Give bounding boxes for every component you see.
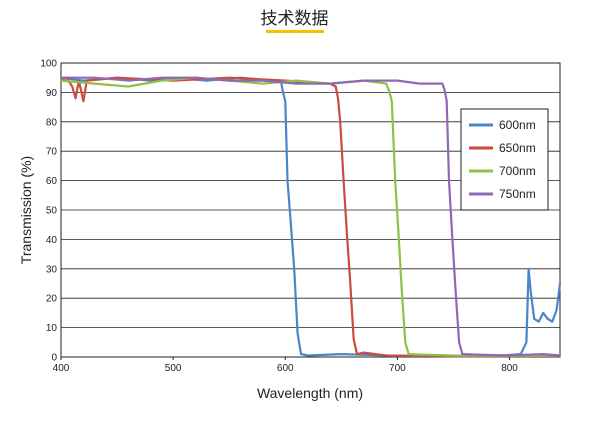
legend-label-700nm: 700nm: [499, 164, 536, 178]
y-tick-label: 30: [46, 264, 58, 275]
legend-label-750nm: 750nm: [499, 187, 536, 201]
series-line-750nm: [61, 76, 561, 357]
legend-label-600nm: 600nm: [499, 118, 536, 132]
y-axis-label: Transmission (%): [18, 156, 34, 264]
y-tick-label: 50: [46, 206, 58, 217]
x-axis-label: Wavelength (nm): [257, 385, 363, 401]
page-heading: 技术数据: [260, 9, 329, 29]
legend-label-650nm: 650nm: [499, 141, 536, 155]
y-tick-label: 60: [46, 176, 58, 187]
y-tick-label: 40: [46, 235, 58, 246]
series-line-650nm: [60, 76, 561, 358]
y-tick-label: 0: [51, 353, 57, 364]
x-tick-label: 800: [501, 363, 518, 374]
y-tick-label: 80: [46, 117, 58, 128]
heading-underline: [266, 30, 324, 33]
tick-labels: 0 10 20 30 40 50 60 70 80 90 100 400 500 600 700 800: [40, 59, 518, 375]
x-tick-label: 600: [277, 363, 294, 374]
x-tick-label: 700: [389, 363, 406, 374]
series-line-700nm: [60, 76, 561, 357]
series-group: [60, 76, 562, 358]
y-tick-label: 10: [46, 323, 58, 334]
y-tick-label: 20: [46, 294, 58, 305]
y-tick-label: 90: [46, 88, 58, 99]
y-tick-label: 70: [46, 147, 58, 158]
x-tick-label: 400: [53, 363, 70, 374]
y-tick-label: 100: [40, 59, 57, 70]
legend: 600nm 650nm 700nm 750nm: [460, 108, 549, 211]
x-tick-label: 500: [165, 363, 182, 374]
